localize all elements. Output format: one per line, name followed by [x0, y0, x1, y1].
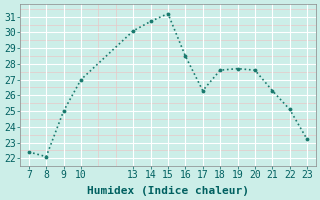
X-axis label: Humidex (Indice chaleur): Humidex (Indice chaleur) [87, 186, 249, 196]
